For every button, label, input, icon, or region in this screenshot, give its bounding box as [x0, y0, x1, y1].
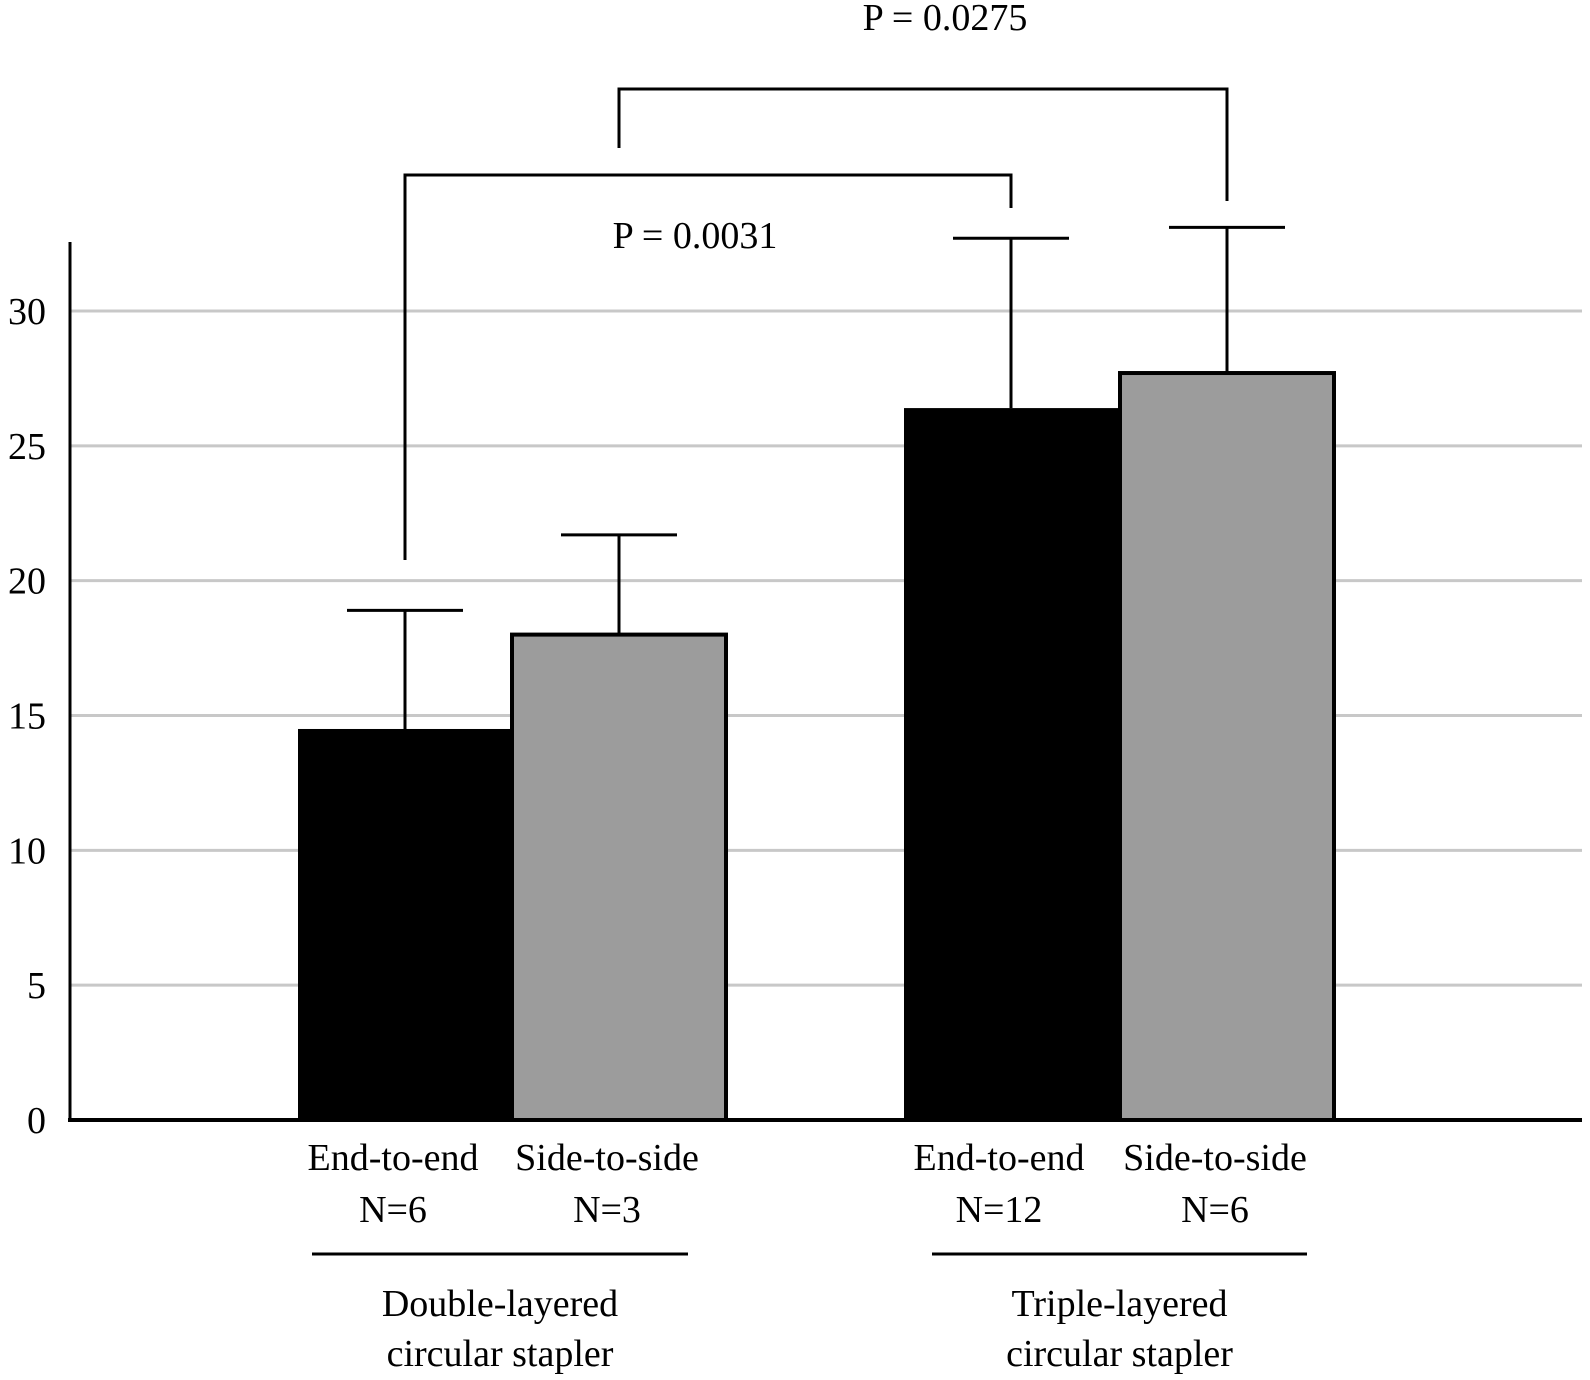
group-label-triple: Triple-layered: [1012, 1283, 1228, 1325]
category-count-0: N=6: [359, 1189, 427, 1231]
error-bars: [347, 225, 1285, 729]
y-tick-label-0: 0: [27, 1100, 46, 1142]
category-label-2: End-to-end: [914, 1137, 1085, 1179]
gridlines: [70, 309, 1582, 987]
y-tick-label-5: 5: [27, 965, 46, 1007]
bar-0: [298, 728, 512, 1120]
y-tick-label-25: 25: [8, 426, 46, 468]
category-label-0: End-to-end: [308, 1137, 479, 1179]
y-tick-label-10: 10: [8, 830, 46, 872]
bar-1: [510, 632, 728, 1122]
group-label-line2-triple: circular stapler: [1006, 1333, 1233, 1375]
group-label-double: Double-layered: [382, 1283, 618, 1325]
category-count-1: N=3: [573, 1189, 641, 1231]
y-tick-label-30: 30: [8, 291, 46, 333]
y-tick-labels: 0 5 10 15 20 25 30: [8, 291, 46, 1142]
category-count-3: N=6: [1181, 1189, 1249, 1231]
category-label-1: Side-to-side: [515, 1137, 699, 1179]
bar-2: [904, 408, 1118, 1121]
y-tick-label-20: 20: [8, 561, 46, 603]
category-labels: End-to-end N=6 Side-to-side N=3 End-to-end N=…: [308, 1137, 1307, 1375]
significance-bracket-1: [617, 87, 1229, 201]
bars: [298, 371, 1336, 1123]
group-label-line2-double: circular stapler: [387, 1333, 614, 1375]
category-label-3: Side-to-side: [1123, 1137, 1307, 1179]
axes: [68, 242, 1582, 1122]
p-value-label-0: P = 0.0031: [613, 215, 778, 257]
significance-brackets: P = 0.0031 P = 0.0275: [403, 0, 1229, 560]
bar-3: [1118, 371, 1336, 1123]
y-tick-label-15: 15: [8, 696, 46, 738]
significance-bracket-0: [403, 173, 1013, 560]
p-value-label-1: P = 0.0275: [863, 0, 1028, 39]
category-count-2: N=12: [956, 1189, 1043, 1231]
